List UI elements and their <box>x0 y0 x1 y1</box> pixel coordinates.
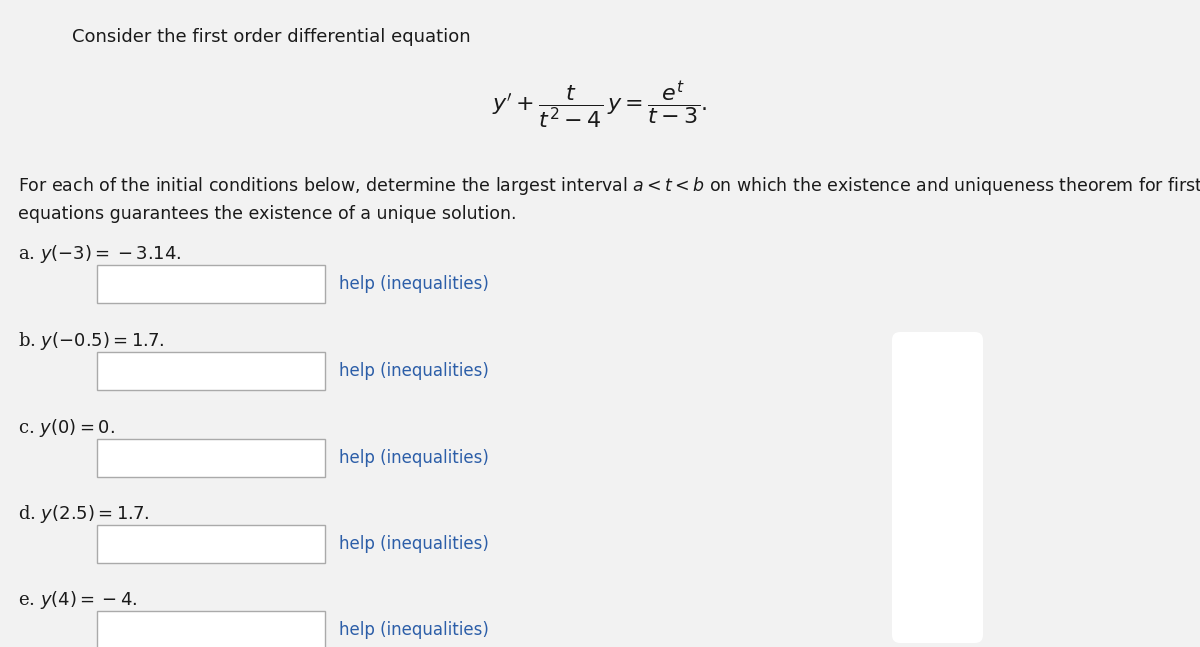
Text: help (inequalities): help (inequalities) <box>340 449 488 467</box>
Text: d. $y(2.5) = 1.7.$: d. $y(2.5) = 1.7.$ <box>18 503 149 525</box>
Text: help (inequalities): help (inequalities) <box>340 621 488 639</box>
Text: Consider the first order differential equation: Consider the first order differential eq… <box>72 28 470 46</box>
Text: a. $y(-3) = -3.14.$: a. $y(-3) = -3.14.$ <box>18 243 181 265</box>
FancyBboxPatch shape <box>97 439 325 477</box>
FancyBboxPatch shape <box>97 352 325 390</box>
Text: help (inequalities): help (inequalities) <box>340 535 488 553</box>
FancyBboxPatch shape <box>892 332 983 643</box>
Text: help (inequalities): help (inequalities) <box>340 362 488 380</box>
Text: $y' + \dfrac{t}{t^2 - 4}\,y = \dfrac{e^t}{t - 3}.$: $y' + \dfrac{t}{t^2 - 4}\,y = \dfrac{e^t… <box>492 80 708 131</box>
FancyBboxPatch shape <box>97 611 325 647</box>
Text: e. $y(4) = -4.$: e. $y(4) = -4.$ <box>18 589 138 611</box>
Text: help (inequalities): help (inequalities) <box>340 275 488 293</box>
Text: For each of the initial conditions below, determine the largest interval $a < t : For each of the initial conditions below… <box>18 175 1200 223</box>
FancyBboxPatch shape <box>97 525 325 563</box>
FancyBboxPatch shape <box>97 265 325 303</box>
Text: c. $y(0) = 0.$: c. $y(0) = 0.$ <box>18 417 115 439</box>
Text: b. $y(-0.5) = 1.7.$: b. $y(-0.5) = 1.7.$ <box>18 330 164 352</box>
